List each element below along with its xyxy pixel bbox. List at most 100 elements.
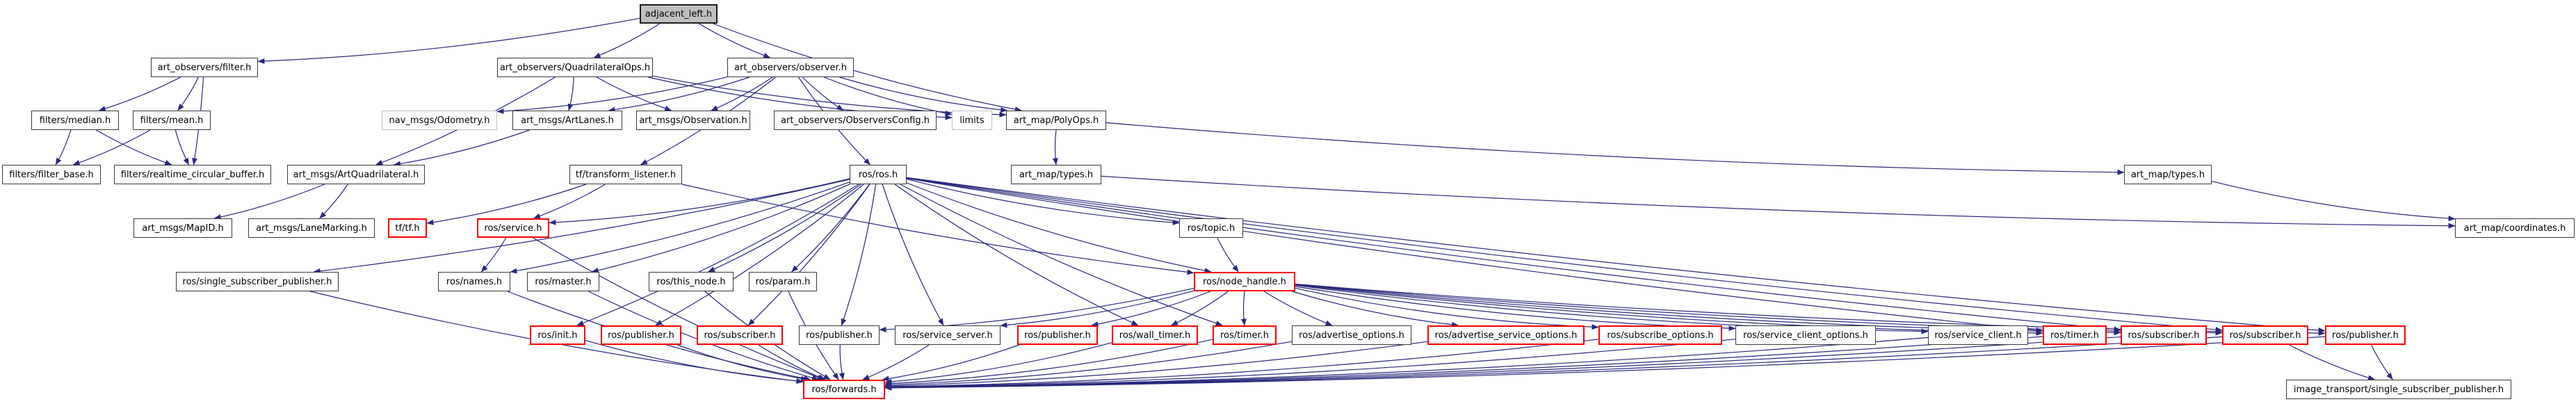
graph-node-limits[interactable]: limits [952,111,992,130]
include-edge-rosros-init [576,184,859,326]
include-edge-init-forwards [585,340,804,384]
include-edge-advsrvopts-forwards [884,341,1428,389]
include-edge-rosros-sub1 [747,184,870,326]
include-edge-tflistener-tftf [426,184,587,225]
include-edge-observer-polyops [839,76,1008,113]
include-edge-svcliopts-forwards [884,339,1736,390]
include-edge-observer-odom [496,76,728,114]
graph-node-mapid[interactable]: art_msgs/MapID.h [133,218,232,238]
graph-node-artlanes[interactable]: art_msgs/ArtLanes.h [512,111,622,130]
graph-node-walltimer[interactable]: ros/wall_timer.h [1112,325,1198,345]
include-edge-adj-polyops [713,23,1022,113]
include-edge-rosros-pub1 [655,184,864,326]
graph-node-param[interactable]: ros/param.h [749,272,817,291]
include-edge-rosros-pub2 [841,184,877,326]
graph-node-timer2[interactable]: ros/timer.h [2043,325,2107,345]
graph-node-master[interactable]: ros/master.h [527,272,599,291]
graph-node-sub2[interactable]: ros/subscriber.h [2121,325,2207,345]
include-edge-pub4-imgtrans [2371,344,2393,380]
include-edge-observer-obsconfig [802,76,844,111]
include-edge-rosros-timer1 [900,184,1223,326]
include-edge-nodehandle-pub2 [879,288,1194,332]
graph-node-coords[interactable]: art_map/coordinates.h [2455,218,2575,238]
graph-node-observer[interactable]: art_observers/observer.h [727,58,854,77]
graph-node-topic[interactable]: ros/topic.h [1179,218,1243,238]
graph-node-forwards[interactable]: ros/forwards.h [803,380,885,399]
graph-node-filter[interactable]: art_observers/filter.h [151,58,258,77]
include-edge-rosros-thisnode [708,184,861,273]
include-edge-topic-nodehandle [1217,237,1239,273]
include-edge-pub2-forwards [839,344,845,380]
graph-node-svclient[interactable]: ros/service_client.h [1928,325,2028,345]
graph-node-ssp[interactable]: ros/single_subscriber_publisher.h [176,272,339,291]
graph-node-sub3[interactable]: ros/subscriber.h [2222,325,2308,345]
include-edge-rosros-sub2 [906,177,2121,332]
include-edge-rosros-topic [906,179,1180,225]
graph-node-pub4[interactable]: ros/publisher.h [2325,325,2406,345]
include-edge-filter-median [98,76,181,112]
graph-node-tflistener[interactable]: tf/transform_listener.h [569,165,682,184]
include-edge-rosros-srvserver [882,184,944,326]
include-edge-adj-filter [257,17,640,64]
graph-node-imgtrans[interactable]: image_transport/single_subscriber_publis… [2286,380,2511,399]
graph-node-thisnode[interactable]: ros/this_node.h [649,272,734,291]
include-edge-rosros-ssp [313,179,850,274]
graph-node-obsconfig[interactable]: art_observers/ObserversConfig.h [774,111,937,130]
include-edge-nodehandle-timer1 [1240,291,1247,326]
graph-node-srvserver[interactable]: ros/service_server.h [895,325,1001,345]
graph-node-service[interactable]: ros/service.h [477,218,549,238]
graph-node-fbase[interactable]: filters/filter_base.h [2,165,101,184]
include-edge-artquad-mapid [213,184,325,220]
include-edge-nodehandle-advopts [1263,291,1333,326]
include-edge-polyops-types1 [1052,129,1058,165]
graph-node-subopts[interactable]: ros/subscribe_options.h [1598,325,1722,345]
graph-node-quadops[interactable]: art_observers/QuadrilateralOps.h [497,58,653,77]
graph-node-types2[interactable]: art_map/types.h [2124,165,2212,184]
graph-node-pub2[interactable]: ros/publisher.h [799,325,880,345]
include-edge-polyops-types2 [1105,122,2125,175]
include-edge-mean-fbase [72,129,151,165]
graph-node-odom[interactable]: nav_msgs/Odometry.h [382,111,497,130]
graph-node-svcliopts[interactable]: ros/service_client_options.h [1735,325,1876,345]
include-edge-rosros-sub3 [906,177,2223,332]
include-edge-filter-mean [177,76,199,111]
include-edge-tflistener-service [533,184,606,219]
graph-node-adj[interactable]: adjacent_left.h [640,4,718,24]
graph-node-polyops[interactable]: art_map/PolyOps.h [1006,111,1106,130]
graph-node-sub1[interactable]: ros/subscriber.h [697,325,783,345]
include-edge-mean-rtbuf [175,129,190,165]
include-edge-rosros-timer2 [906,177,2043,333]
graph-node-artquad[interactable]: art_msgs/ArtQuadrilateral.h [287,165,425,184]
graph-node-pub1[interactable]: ros/publisher.h [601,325,681,345]
graph-node-mean[interactable]: filters/mean.h [133,111,211,130]
graph-node-nodehandle[interactable]: ros/node_handle.h [1194,272,1295,291]
graph-node-timer1[interactable]: ros/timer.h [1213,325,1277,345]
graph-node-names[interactable]: ros/names.h [438,272,510,291]
include-edge-sub3-imgtrans [2289,344,2375,381]
include-edge-rosros-master [591,184,850,273]
graph-node-advsrvopts[interactable]: ros/advertise_service_options.h [1427,325,1585,345]
include-edge-nodehandle-walltimer [1171,291,1229,326]
include-edge-artquad-lanemark [319,184,348,219]
include-edge-quadops-observation [597,76,672,111]
include-edge-rosros-nodehandle [906,182,1212,274]
graph-node-tftf[interactable]: tf/tf.h [388,218,427,238]
include-edge-pub1-forwards [677,344,809,382]
graph-node-init[interactable]: ros/init.h [530,325,585,345]
graph-node-pub3[interactable]: ros/publisher.h [1017,325,1098,345]
include-edge-rosros-param [791,184,870,273]
graph-node-types1[interactable]: art_map/types.h [1011,165,1101,184]
graph-node-advopts[interactable]: ros/advertise_options.h [1292,325,1411,345]
include-edge-service-forwards [533,237,825,380]
graph-node-median[interactable]: filters/median.h [31,111,119,130]
include-edge-timer1-forwards [884,339,1213,387]
include-edge-median-rtbuf [96,129,172,165]
include-edge-observer-artlanes [608,76,750,113]
graph-node-rtbuf[interactable]: filters/realtime_circular_buffer.h [114,165,271,184]
graph-node-rosros[interactable]: ros/ros.h [850,165,907,184]
include-edge-srvserver-forwards [862,344,930,380]
include-edge-nodehandle-pub3 [1091,291,1211,328]
graph-node-observation[interactable]: art_msgs/Observation.h [636,111,750,130]
graph-node-lanemark[interactable]: art_msgs/LaneMarking.h [248,218,375,238]
